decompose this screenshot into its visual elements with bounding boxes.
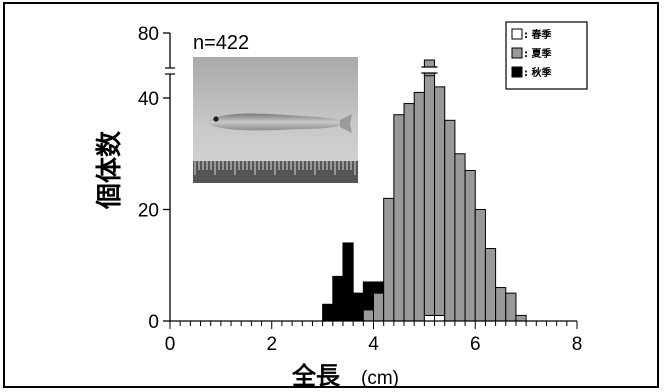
y-tick-label-0: 0 bbox=[148, 312, 159, 333]
bar-春季-5 bbox=[423, 314, 436, 322]
legend-swatch-2 bbox=[511, 66, 523, 78]
bar-秋季-3.4 bbox=[342, 242, 354, 322]
x-tick-label-0: 0 bbox=[165, 334, 176, 355]
legend-label-1: : 夏季 bbox=[524, 47, 552, 60]
legend-label-0: : 春季 bbox=[524, 28, 552, 41]
bar-秋季-3 bbox=[322, 303, 334, 322]
x-tick-label-6: 6 bbox=[470, 334, 481, 355]
bar-夏季-4.8 bbox=[413, 91, 425, 322]
bar-夏季-6.6 bbox=[505, 292, 517, 322]
bar-春季-5.2 bbox=[434, 314, 446, 322]
bars-group bbox=[322, 59, 527, 322]
bar-秋季-3.2 bbox=[332, 275, 344, 322]
ruler bbox=[194, 161, 356, 175]
x-axis-label: 全長 bbox=[291, 362, 341, 390]
bar-夏季-6.4 bbox=[495, 287, 507, 322]
legend-label-2: : 秋季 bbox=[524, 66, 552, 79]
x-axis-unit: (cm) bbox=[361, 368, 399, 389]
y-tick-label-40: 40 bbox=[138, 89, 159, 110]
bar-夏季-3.8 bbox=[362, 309, 375, 322]
x-tick-label-4: 4 bbox=[368, 334, 379, 355]
bar-夏季-4.4 bbox=[393, 114, 405, 322]
bar-夏季-6.8 bbox=[515, 314, 527, 322]
bar-秋季-4 bbox=[373, 281, 385, 294]
bar-秋季-3.6 bbox=[352, 292, 364, 322]
axes-group: 0 20 40 80 0 2 4 6 8 bbox=[138, 24, 582, 355]
bar-夏季-6 bbox=[474, 209, 486, 322]
legend-swatch-0 bbox=[511, 28, 523, 40]
bar-夏季-5.6 bbox=[454, 153, 466, 322]
x-tick-label-8: 8 bbox=[572, 334, 583, 355]
bar-夏季-4.6 bbox=[403, 103, 415, 322]
bar-break-gap bbox=[421, 67, 438, 73]
bar-夏季-5 bbox=[423, 69, 436, 316]
fish-photo-icon bbox=[193, 57, 358, 183]
bar-夏季-6.2 bbox=[484, 248, 497, 322]
bar-夏季-4 bbox=[373, 292, 385, 322]
bar-夏季-5.2 bbox=[434, 86, 446, 316]
legend-swatch-1 bbox=[511, 47, 523, 59]
y-tick-label-80: 80 bbox=[138, 24, 159, 45]
legend: : 春季 : 夏季 : 秋季 bbox=[505, 21, 588, 90]
bar-夏季-5.4 bbox=[444, 119, 456, 322]
y-axis-label: 個体数 bbox=[95, 130, 125, 210]
x-tick-label-2: 2 bbox=[266, 334, 277, 355]
y-tick-label-20: 20 bbox=[138, 201, 159, 222]
bar-秋季-3.8 bbox=[362, 281, 375, 311]
bar-夏季-4.2 bbox=[383, 197, 395, 322]
bar-夏季-5.8 bbox=[464, 169, 476, 322]
sample-size-annotation: n=422 bbox=[193, 32, 249, 54]
